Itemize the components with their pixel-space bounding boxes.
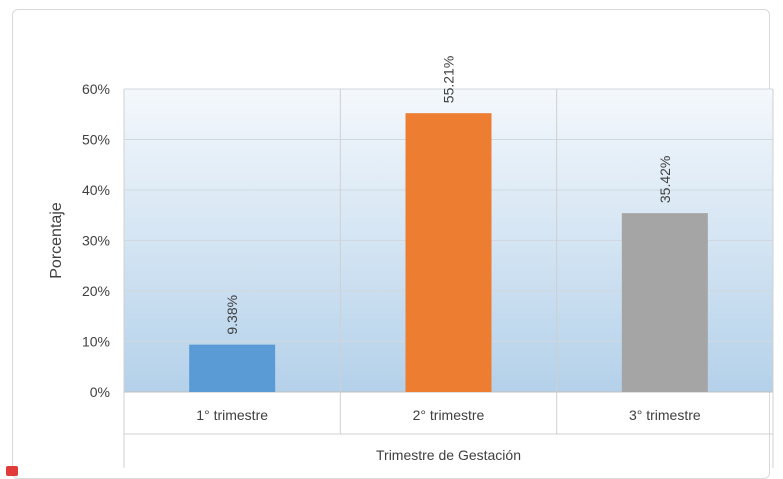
data-label: 55.21%: [441, 56, 457, 103]
bar: [405, 113, 492, 392]
data-label: 35.42%: [657, 156, 673, 203]
x-axis-title: Trimestre de Gestación: [376, 447, 521, 463]
bar: [189, 344, 276, 392]
y-tick-label: 10%: [82, 334, 110, 350]
y-tick-label: 40%: [82, 182, 110, 198]
y-axis-title: Porcentaje: [48, 202, 65, 279]
y-tick-label: 0%: [90, 384, 110, 400]
data-label: 9.38%: [224, 295, 240, 335]
x-tick-label: 2° trimestre: [413, 407, 485, 423]
corner-marker: [6, 466, 18, 476]
y-tick-label: 50%: [82, 132, 110, 148]
y-tick-label: 30%: [82, 233, 110, 249]
y-tick-label: 60%: [82, 81, 110, 97]
bar: [621, 213, 708, 392]
x-tick-label: 1° trimestre: [196, 407, 268, 423]
x-tick-label: 3° trimestre: [629, 407, 701, 423]
y-tick-label: 20%: [82, 283, 110, 299]
